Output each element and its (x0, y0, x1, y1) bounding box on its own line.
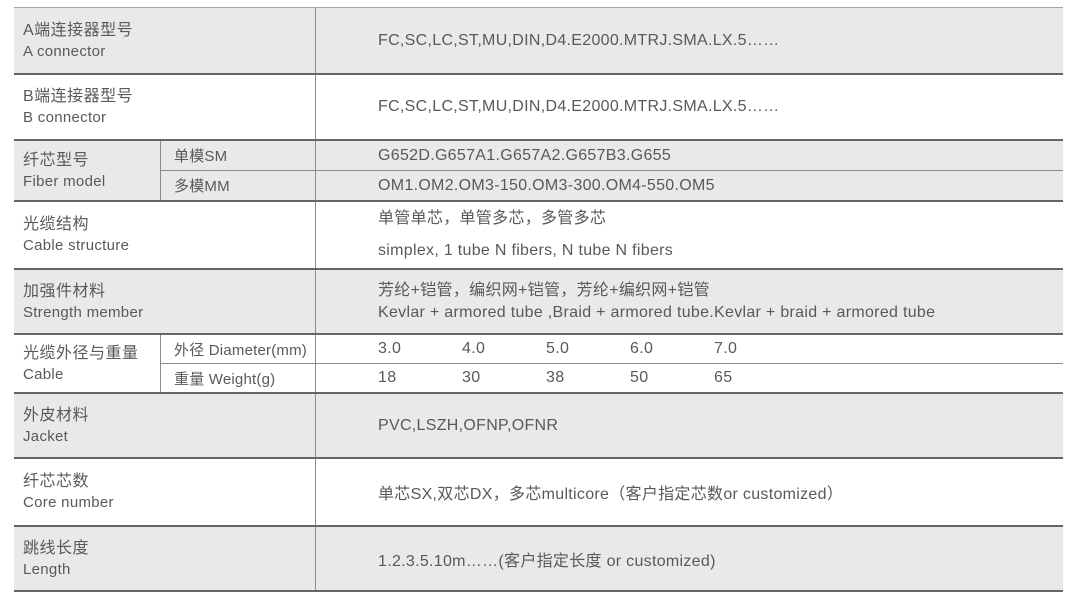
label-length-en: Length (23, 560, 71, 578)
value-length: 1.2.3.5.10m……(客户指定长度 or customized) (315, 527, 1063, 590)
value-weight: 18 30 38 50 65 (315, 364, 1063, 392)
row-strength-member: 加强件材料 Strength member 芳纶+铠管，编织网+铠管，芳纶+编织… (14, 268, 1063, 333)
label-a-connector-en: A connector (23, 42, 106, 60)
label-cable-size-weight-en: Cable (23, 365, 64, 383)
value-strength-member-zh: 芳纶+铠管，编织网+铠管，芳纶+编织网+铠管 (378, 281, 710, 299)
label-jacket-en: Jacket (23, 427, 69, 445)
cable-size-weight-subrows: 外径 Diameter(mm) 3.0 4.0 5.0 6.0 7.0 重量 Weigh… (160, 335, 1063, 392)
value-core-number: 单芯SX,双芯DX，多芯multicore（客户指定芯数or customize… (315, 459, 1063, 525)
label-core-number-zh: 纤芯芯数 (23, 473, 90, 490)
value-strength-member: 芳纶+铠管，编织网+铠管，芳纶+编织网+铠管 Kevlar + armored … (315, 270, 1063, 333)
label-strength-member-en: Strength member (23, 303, 144, 321)
weight-values: 18 30 38 50 65 (378, 369, 1063, 387)
value-cable-structure: 单管单芯，单管多芯，多管多芯 simplex, 1 tube N fibers,… (315, 202, 1063, 268)
spec-table: A端连接器型号 A connector FC,SC,LC,ST,MU,DIN,D… (14, 7, 1063, 592)
label-cable-size-weight-zh: 光缆外径与重量 (23, 344, 139, 362)
diameter-value: 7.0 (714, 340, 738, 357)
value-jacket: PVC,LSZH,OFNP,OFNR (315, 394, 1063, 457)
row-cable-structure: 光缆结构 Cable structure 单管单芯，单管多芯，多管多芯 simp… (14, 200, 1063, 268)
value-a-connector-text: FC,SC,LC,ST,MU,DIN,D4.E2000.MTRJ.SMA.LX.… (378, 31, 780, 49)
diameter-value: 6.0 (630, 340, 654, 357)
row-fiber-model: 纤芯型号 Fiber model 单模SM G652D.G657A1.G657A… (14, 139, 1063, 200)
label-cable-structure-en: Cable structure (23, 237, 130, 254)
label-a-connector: A端连接器型号 A connector (14, 8, 315, 73)
diameter-value: 3.0 (378, 340, 402, 357)
subrow-diameter: 外径 Diameter(mm) 3.0 4.0 5.0 6.0 7.0 (160, 335, 1063, 363)
label-b-connector-zh: B端连接器型号 (23, 88, 134, 105)
value-a-connector: FC,SC,LC,ST,MU,DIN,D4.E2000.MTRJ.SMA.LX.… (315, 8, 1063, 73)
value-length-text: 1.2.3.5.10m……(客户指定长度 or customized) (378, 552, 716, 570)
weight-value: 65 (714, 369, 733, 386)
subrow-weight: 重量 Weight(g) 18 30 38 50 65 (160, 363, 1063, 392)
weight-value: 30 (462, 369, 481, 386)
fiber-model-subrows: 单模SM G652D.G657A1.G657A2.G657B3.G655 多模M… (160, 141, 1063, 200)
subrow-singlemode: 单模SM G652D.G657A1.G657A2.G657B3.G655 (160, 141, 1063, 170)
sublabel-diameter: 外径 Diameter(mm) (160, 335, 315, 363)
label-b-connector-en: B connector (23, 109, 107, 126)
label-jacket-zh: 外皮材料 (23, 406, 90, 424)
row-cable-size-weight: 光缆外径与重量 Cable 外径 Diameter(mm) 3.0 4.0 5.0 6… (14, 333, 1063, 392)
value-multimode: OM1.OM2.OM3-150.OM3-300.OM4-550.OM5 (315, 171, 1063, 200)
value-multimode-text: OM1.OM2.OM3-150.OM3-300.OM4-550.OM5 (378, 176, 715, 194)
sublabel-weight: 重量 Weight(g) (160, 364, 315, 392)
sublabel-singlemode: 单模SM (160, 141, 315, 170)
value-singlemode-text: G652D.G657A1.G657A2.G657B3.G655 (378, 146, 672, 164)
label-a-connector-zh: A端连接器型号 (23, 21, 134, 39)
label-fiber-model-en: Fiber model (23, 172, 106, 190)
row-a-connector: A端连接器型号 A connector FC,SC,LC,ST,MU,DIN,D… (14, 8, 1063, 73)
value-jacket-text: PVC,LSZH,OFNP,OFNR (378, 416, 559, 434)
value-b-connector: FC,SC,LC,ST,MU,DIN,D4.E2000.MTRJ.SMA.LX.… (315, 75, 1063, 139)
row-length: 跳线长度 Length 1.2.3.5.10m……(客户指定长度 or cust… (14, 525, 1063, 590)
value-cable-structure-en: simplex, 1 tube N fibers, N tube N fiber… (378, 242, 674, 259)
diameter-value: 5.0 (546, 340, 570, 357)
sublabel-multimode: 多模MM (160, 171, 315, 200)
weight-value: 50 (630, 369, 649, 386)
label-strength-member-zh: 加强件材料 (23, 282, 106, 300)
label-core-number: 纤芯芯数 Core number (14, 459, 315, 525)
label-cable-size-weight: 光缆外径与重量 Cable (14, 335, 160, 392)
row-jacket: 外皮材料 Jacket PVC,LSZH,OFNP,OFNR (14, 392, 1063, 457)
value-singlemode: G652D.G657A1.G657A2.G657B3.G655 (315, 141, 1063, 170)
value-diameter: 3.0 4.0 5.0 6.0 7.0 (315, 335, 1063, 363)
label-cable-structure: 光缆结构 Cable structure (14, 202, 315, 268)
label-strength-member: 加强件材料 Strength member (14, 270, 315, 333)
label-length: 跳线长度 Length (14, 527, 315, 590)
label-core-number-en: Core number (23, 494, 114, 511)
label-jacket: 外皮材料 Jacket (14, 394, 315, 457)
label-cable-structure-zh: 光缆结构 (23, 216, 90, 233)
diameter-value: 4.0 (462, 340, 486, 357)
label-b-connector: B端连接器型号 B connector (14, 75, 315, 139)
weight-value: 18 (378, 369, 397, 386)
diameter-values: 3.0 4.0 5.0 6.0 7.0 (378, 340, 1063, 358)
label-fiber-model: 纤芯型号 Fiber model (14, 141, 160, 200)
subrow-multimode: 多模MM OM1.OM2.OM3-150.OM3-300.OM4-550.OM5 (160, 170, 1063, 200)
weight-value: 38 (546, 369, 565, 386)
value-core-number-text: 单芯SX,双芯DX，多芯multicore（客户指定芯数or customize… (378, 486, 844, 503)
row-core-number: 纤芯芯数 Core number 单芯SX,双芯DX，多芯multicore（客… (14, 457, 1063, 525)
label-fiber-model-zh: 纤芯型号 (23, 151, 90, 169)
row-b-connector: B端连接器型号 B connector FC,SC,LC,ST,MU,DIN,D… (14, 73, 1063, 139)
value-cable-structure-zh: 单管单芯，单管多芯，多管多芯 (378, 210, 607, 227)
label-length-zh: 跳线长度 (23, 539, 90, 557)
value-b-connector-text: FC,SC,LC,ST,MU,DIN,D4.E2000.MTRJ.SMA.LX.… (378, 98, 780, 115)
value-strength-member-en: Kevlar + armored tube ,Braid + armored t… (378, 303, 936, 321)
